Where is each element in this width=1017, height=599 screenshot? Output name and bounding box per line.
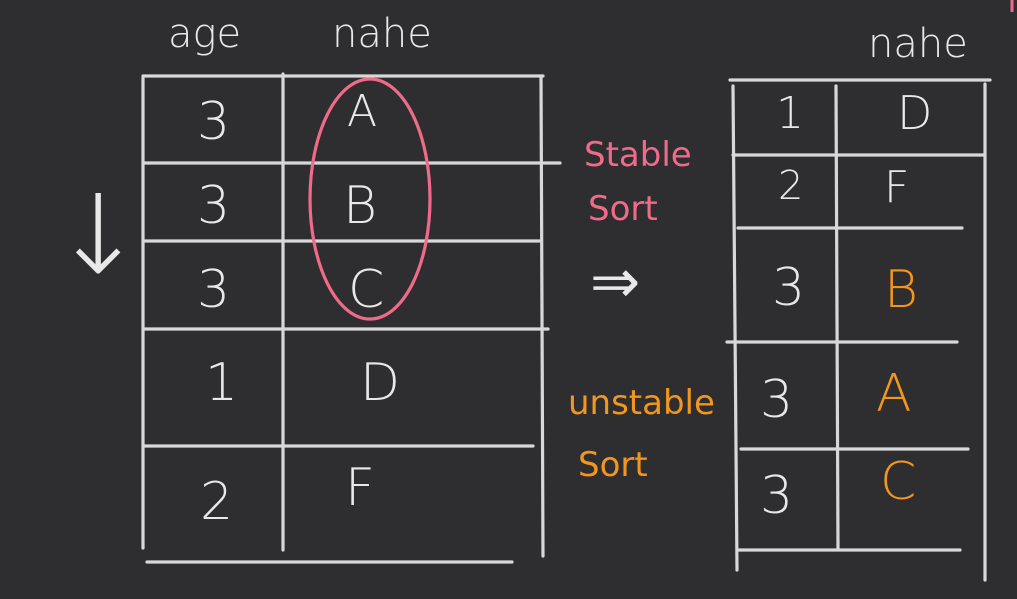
right-row-5-name: C [880, 452, 917, 512]
unstable-sort-label: Sort [578, 445, 648, 485]
right-row-1-name: D [897, 86, 933, 140]
unstable-label: unstable [568, 383, 715, 423]
left-row-3-name: C [348, 260, 385, 320]
right-header-name: nahe [868, 21, 968, 67]
right-row-2-name: F [884, 162, 910, 213]
right-row-4-name: A [876, 364, 912, 424]
left-row-3-age: 3 [197, 260, 231, 320]
stable-sort-label: Sort [588, 189, 658, 229]
stable-label: Stable [584, 135, 692, 175]
left-row-1-age: 3 [197, 92, 231, 152]
left-row-2-age: 3 [197, 176, 231, 236]
left-header-name: nahe [332, 11, 432, 57]
right-row-3-age: 3 [772, 258, 806, 318]
left-table-border-right [539, 74, 545, 558]
right-row-2-age: 2 [778, 163, 804, 209]
left-row-4-name: D [360, 353, 401, 413]
left-row-5-age: 2 [200, 472, 234, 532]
stable-highlight-ellipse [308, 77, 432, 321]
right-table-divider [834, 84, 840, 550]
right-row-1-age: 1 [776, 88, 804, 139]
right-row-4-age: 3 [760, 370, 794, 430]
right-row-3-name: B [884, 260, 919, 320]
left-header-age: age [168, 11, 242, 57]
left-row-1-name: A [347, 86, 378, 137]
left-row-5-name: F [345, 458, 375, 518]
left-row-4-age: 1 [205, 353, 239, 413]
down-arrow-icon: ↓ [52, 171, 145, 299]
implies-arrow-icon: ⇒ [590, 247, 641, 317]
right-row-5-age: 3 [760, 466, 794, 526]
right-table-border-left [731, 84, 739, 572]
left-row-2-name: B [343, 176, 378, 236]
